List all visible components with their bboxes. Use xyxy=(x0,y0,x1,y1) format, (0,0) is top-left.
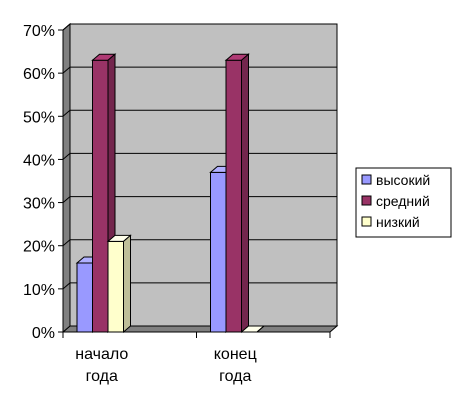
legend-box xyxy=(355,167,452,238)
legend: высокий средний низкий xyxy=(355,167,452,238)
legend-swatch xyxy=(361,195,372,206)
y-tick-label: 50% xyxy=(23,109,55,126)
bar-front xyxy=(225,59,242,333)
bar xyxy=(224,53,250,334)
y-tick-label: 0% xyxy=(32,325,55,342)
x-category-label: года xyxy=(219,368,251,385)
bar-front xyxy=(76,262,93,333)
bar xyxy=(106,234,132,334)
legend-label: высокий xyxy=(376,172,430,188)
axes xyxy=(58,29,331,338)
y-tick-label: 70% xyxy=(23,23,55,40)
gridline xyxy=(62,23,337,31)
y-tick-label: 10% xyxy=(23,282,55,299)
bar-side xyxy=(256,325,265,333)
bar-side xyxy=(123,234,131,334)
bar-front xyxy=(210,171,227,333)
bar-side xyxy=(241,53,249,334)
bars xyxy=(75,53,266,334)
x-category-label: начало xyxy=(75,346,128,363)
legend-swatch xyxy=(361,216,372,227)
x-category-label: конец xyxy=(214,346,257,363)
legend-swatch xyxy=(361,174,372,185)
y-tick-labels: 0% 10% 20% 30% 40% 50% 60% 70% xyxy=(23,23,55,342)
bar-front xyxy=(107,240,124,333)
bar xyxy=(240,325,266,333)
bar-front xyxy=(92,59,109,333)
y-tick-label: 60% xyxy=(23,66,55,83)
legend-label: средний xyxy=(376,193,430,209)
x-category-label: года xyxy=(86,368,118,385)
y-tick-label: 20% xyxy=(23,239,55,256)
y-tick-label: 40% xyxy=(23,152,55,169)
legend-label: низкий xyxy=(376,214,420,230)
x-category-labels: начало года конец года xyxy=(75,346,257,385)
y-tick-label: 30% xyxy=(23,196,55,213)
